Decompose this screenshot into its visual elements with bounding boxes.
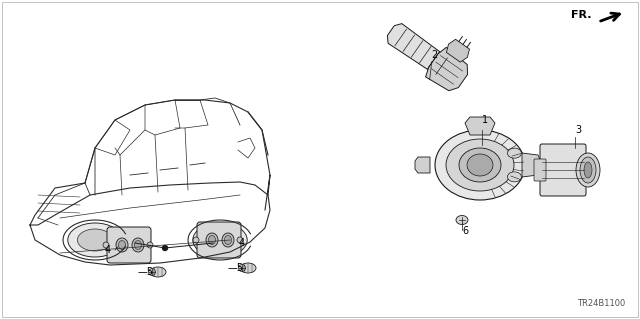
Ellipse shape (456, 216, 468, 225)
Text: 4: 4 (105, 245, 111, 255)
Ellipse shape (206, 233, 218, 247)
Text: 1: 1 (482, 115, 488, 125)
Polygon shape (446, 39, 470, 62)
Text: —5: —5 (138, 267, 154, 277)
Ellipse shape (150, 267, 166, 277)
Ellipse shape (508, 172, 522, 182)
Ellipse shape (193, 237, 199, 243)
Ellipse shape (584, 162, 592, 178)
Ellipse shape (118, 241, 125, 249)
Ellipse shape (77, 229, 113, 251)
Ellipse shape (103, 242, 109, 248)
Ellipse shape (222, 233, 234, 247)
Ellipse shape (147, 242, 153, 248)
Ellipse shape (467, 154, 493, 176)
Polygon shape (426, 48, 468, 91)
Ellipse shape (148, 269, 156, 276)
FancyBboxPatch shape (107, 227, 151, 263)
Ellipse shape (435, 130, 525, 200)
Text: TR24B1100: TR24B1100 (577, 299, 625, 308)
Ellipse shape (446, 139, 514, 191)
FancyBboxPatch shape (534, 159, 546, 181)
Polygon shape (415, 157, 430, 173)
Circle shape (163, 246, 168, 250)
FancyBboxPatch shape (197, 222, 241, 258)
Polygon shape (465, 117, 495, 135)
Ellipse shape (237, 237, 243, 243)
Ellipse shape (576, 153, 600, 187)
Text: 2: 2 (431, 50, 438, 60)
Ellipse shape (134, 241, 141, 249)
Polygon shape (522, 153, 542, 177)
Text: 6: 6 (462, 226, 468, 236)
Ellipse shape (193, 223, 247, 257)
Ellipse shape (239, 264, 246, 271)
Ellipse shape (459, 148, 501, 182)
Ellipse shape (202, 229, 237, 251)
Ellipse shape (225, 235, 232, 244)
FancyBboxPatch shape (540, 144, 586, 196)
Ellipse shape (132, 238, 144, 252)
Text: —5: —5 (228, 263, 244, 273)
Ellipse shape (68, 223, 122, 257)
Ellipse shape (580, 157, 596, 183)
Ellipse shape (116, 238, 128, 252)
Polygon shape (387, 24, 463, 85)
Ellipse shape (209, 235, 216, 244)
Text: 3: 3 (575, 125, 581, 135)
Text: FR.: FR. (572, 10, 592, 20)
Ellipse shape (508, 148, 522, 158)
Ellipse shape (240, 263, 256, 273)
Text: 4: 4 (239, 238, 245, 248)
